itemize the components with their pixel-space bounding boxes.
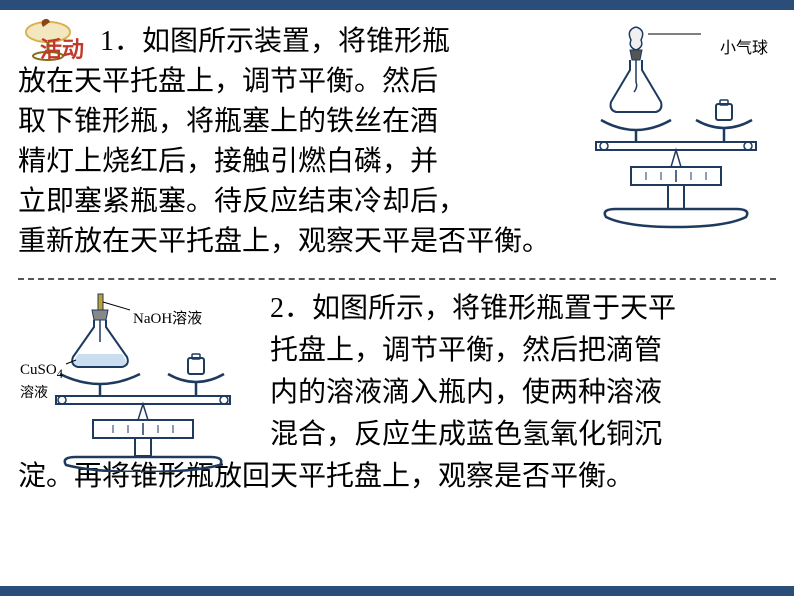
divider (18, 278, 776, 280)
section-2: NaOH溶液 CuSO4溶液 2．如图所示，将锥形瓶置于天平 托盘上，调节平衡，… (18, 288, 776, 538)
section-1: 1．如图所示装置，将锥形瓶 放在天平托盘上，调节平衡。然后 取下锥形瓶，将瓶塞上… (18, 22, 776, 272)
section1-text-line4: 精灯上烧红后，接触引燃白磷，并 (18, 142, 578, 182)
cuso4-suffix: 溶液 (20, 386, 48, 401)
figure1-balloon-label: 小气球 (720, 34, 768, 58)
balance-figure-2: NaOH溶液 CuSO4 溶液 (18, 292, 258, 472)
balance-figure-1: 小气球 (576, 22, 776, 232)
cuso4-text: CuSO4 (20, 362, 63, 378)
section1-text-line2: 放在天平托盘上，调节平衡。然后 (18, 62, 578, 102)
figure2-naoh-label: NaOH溶液 (133, 307, 202, 328)
section1-text-line3: 取下锥形瓶，将瓶塞上的铁丝在酒 (18, 102, 578, 142)
section1-text-line5: 立即塞紧瓶塞。待反应结束冷却后， (18, 182, 578, 222)
bottom-bar (0, 586, 794, 596)
content-area: 1．如图所示装置，将锥形瓶 放在天平托盘上，调节平衡。然后 取下锥形瓶，将瓶塞上… (0, 10, 794, 538)
figure2-cuso4-label: CuSO4 溶液 (20, 362, 63, 402)
top-bar (0, 0, 794, 10)
